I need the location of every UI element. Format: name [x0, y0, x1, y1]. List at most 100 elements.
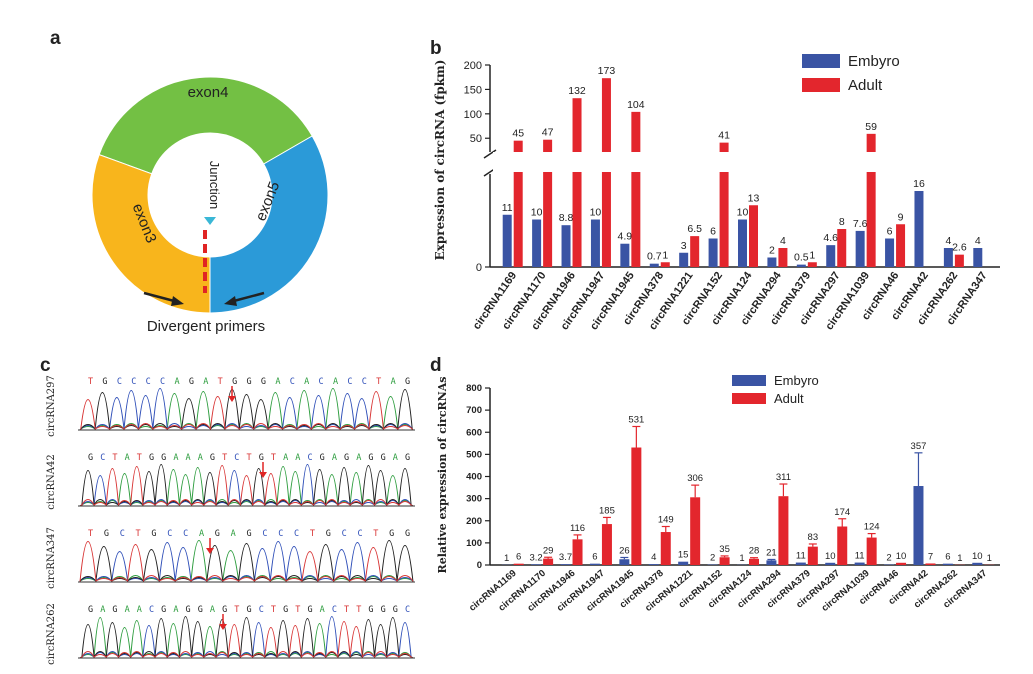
chart-b-legend-swatch	[802, 54, 840, 68]
chart-d-bar-adult	[778, 496, 789, 565]
chart-d-data-label: 11	[855, 551, 865, 562]
chart-b-legend-label: Adult	[848, 77, 883, 94]
chart-b-bar-embyro	[855, 230, 865, 267]
chromatogram-trace-C	[79, 388, 414, 431]
chart-b-data-label: 47	[542, 127, 554, 139]
chart-b-bar-embyro	[826, 245, 836, 267]
chart-b-data-label: 3	[681, 240, 687, 252]
primers-label: Divergent primers	[147, 318, 265, 335]
chart-b-bar-adult	[719, 142, 729, 267]
chart-d-data-label: 7	[928, 551, 933, 562]
chart-b-data-label: 4	[975, 235, 981, 247]
chart-d-legend-label: Adult	[774, 391, 804, 406]
chart-d-bar-embyro	[589, 563, 600, 565]
chart-d-data-label: 124	[864, 522, 880, 533]
chart-b-bar-adult	[954, 254, 964, 267]
chart-b-data-label: 9	[898, 211, 904, 223]
chart-d-bar-embyro	[619, 559, 630, 565]
chart-b-bar-embyro	[590, 219, 600, 267]
chart-b-bar-adult	[778, 248, 788, 267]
circrna-diagram: exon4 exon5 exon3 Junction Divergent pri…	[91, 76, 329, 335]
primer-right-arrow-icon	[224, 291, 265, 306]
chart-d-bar-adult	[807, 546, 818, 565]
chart-b-data-label: 6	[710, 226, 716, 238]
chart-d-data-label: 2	[886, 553, 891, 564]
chart-d-data-label: 3.7	[559, 552, 572, 563]
chart-d-data-label: 1	[504, 553, 509, 564]
chart-d-legend-swatch	[732, 375, 766, 386]
chart-d-data-label: 21	[766, 547, 777, 558]
chart-d-data-label: 1	[957, 553, 962, 564]
chart-d-data-label: 311	[776, 472, 791, 483]
chart-b-data-label: 4.6	[823, 232, 838, 244]
chart-d-data-label: 10	[896, 551, 907, 562]
chromatogram-trace-G	[79, 389, 414, 431]
chart-b-data-label: 0.5	[794, 252, 809, 264]
chart-b-bar-embyro	[767, 257, 777, 267]
chart-b-bar-embyro	[796, 264, 806, 267]
chart-d-bar-adult	[572, 539, 583, 565]
chart-b-data-label: 4	[945, 235, 951, 247]
chart-d-bar-adult	[749, 558, 759, 565]
chart-d-ytick-label: 600	[466, 427, 482, 438]
chart-d-data-label: 11	[796, 551, 806, 562]
chart-b-data-label: 10	[590, 207, 602, 219]
chart-b-bar-embyro	[679, 252, 689, 267]
chromatogram-trace-T	[79, 621, 414, 659]
junction-arrowhead-icon	[219, 624, 227, 630]
chart-b-data-label: 7.6	[853, 218, 868, 230]
chart-d-data-label: 2	[710, 553, 715, 564]
chart-b-bar-adult	[660, 262, 670, 267]
chart-b-data-label: 16	[913, 178, 925, 190]
chart-b-bar-embyro	[649, 263, 659, 267]
chart-d-bar-embyro	[531, 564, 542, 565]
trace-name: circRNA42	[46, 454, 57, 509]
primer-left-arrow-icon	[143, 291, 184, 306]
exon4-segment	[98, 76, 313, 175]
chart-d-data-label: 6	[516, 552, 521, 563]
chromatogram-trace-C	[79, 541, 414, 583]
chart-d-data-label: 174	[834, 507, 850, 518]
chart-d-data-label: 83	[808, 532, 819, 543]
chart-b-bar-embyro	[561, 225, 571, 267]
chart-d-data-label: 4	[651, 552, 656, 563]
trace-name: circRNA347	[46, 527, 57, 589]
chart-d-legend-swatch	[732, 393, 766, 404]
chart-d-bar-embyro	[942, 563, 953, 565]
exon5-segment	[209, 135, 329, 314]
chart-d-bar-embyro	[648, 564, 659, 565]
chart-d-data-label: 1	[739, 553, 744, 564]
chart-d-data-label: 357	[911, 441, 927, 452]
chart-b-data-label: 1	[662, 249, 668, 261]
chart-b-data-label: 11	[502, 202, 513, 214]
chart-b-data-label: 4.9	[618, 231, 633, 243]
chart-d-bar-adult	[690, 497, 701, 565]
chart-b-bar-adult	[749, 205, 758, 267]
chart-d-ytick-label: 200	[466, 516, 482, 527]
chart-b-data-label: 2	[769, 245, 775, 257]
chart-b-bar-adult	[807, 262, 817, 267]
chart-d-ytick-label: 500	[466, 449, 482, 460]
chart-d: Relative expression of circRNAs 0 100 200 30…	[436, 373, 1000, 614]
chart-d-legend-label: Embyro	[774, 373, 819, 388]
junction-label: Junction	[207, 161, 222, 209]
chart-d-data-label: 1	[987, 553, 992, 564]
chart-d-bar-embyro	[913, 486, 924, 565]
chart-b-bar-embyro	[885, 238, 895, 267]
chart-d-bar-adult	[837, 526, 848, 565]
chart-d-data-label: 531	[628, 414, 644, 425]
chart-b-data-label: 6.5	[687, 223, 702, 235]
chart-b-data-label: 59	[865, 121, 877, 133]
chromatogram-trace-T	[79, 391, 414, 431]
chart-d-data-label: 10	[825, 551, 836, 562]
chart-d-data-label: 116	[570, 523, 585, 534]
chart-b-bar-embyro	[738, 219, 747, 267]
chart-b-bar-adult	[837, 229, 847, 267]
chart-b-break-gap	[493, 152, 1003, 172]
chart-d-data-label: 10	[972, 551, 983, 562]
chart-b-bar-adult	[866, 133, 876, 267]
chart-b-legend-swatch	[802, 78, 840, 92]
chart-b-legend-label: Embyro	[848, 53, 900, 70]
chart-b-ylabel: Expression of circRNA (fpkm)	[433, 60, 447, 261]
